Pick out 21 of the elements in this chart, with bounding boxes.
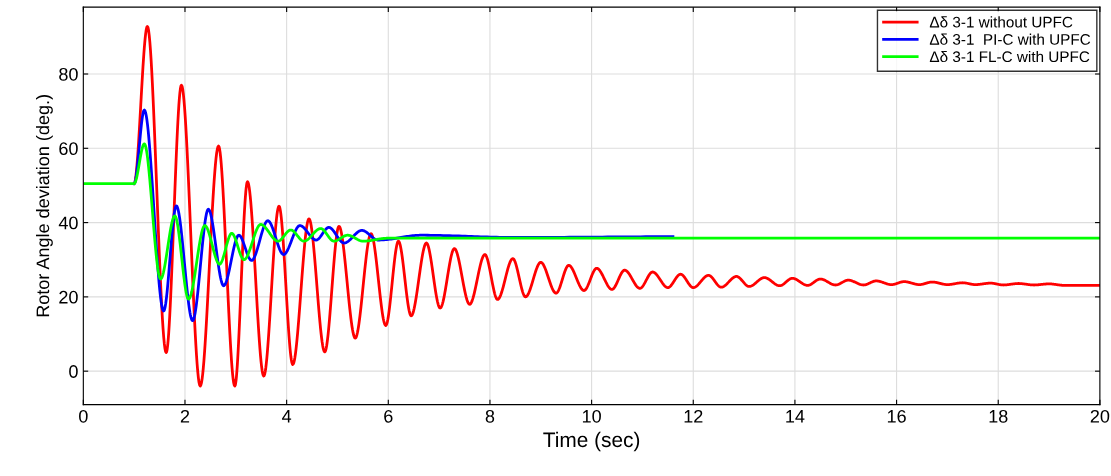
x-axis-title: Time (sec) <box>543 431 640 452</box>
x-tick-label: 6 <box>384 409 393 423</box>
y-tick-label: 80 <box>59 67 78 81</box>
y-axis-title: Rotor Angle deviation (deg.) <box>36 95 53 317</box>
legend-label: Δδ 3-1 PI-C with UPFC <box>929 33 1091 45</box>
y-tick-label: 20 <box>59 290 78 304</box>
x-tick-label: 16 <box>887 409 906 423</box>
x-tick-label: 12 <box>684 409 703 423</box>
x-tick-label: 2 <box>180 409 190 423</box>
y-tick-label: 40 <box>58 216 78 230</box>
y-tick-label: 0 <box>69 365 78 378</box>
x-tick-label: 0 <box>79 409 88 423</box>
x-tick-label: 20 <box>1090 409 1110 423</box>
x-tick-label: 14 <box>786 410 805 423</box>
legend-label: Δδ 3-1 without UPFC <box>929 16 1073 28</box>
x-tick-label: 10 <box>582 409 601 423</box>
y-tick-label: 60 <box>59 142 78 156</box>
legend-label: Δδ 3-1 FL-C with UPFC <box>929 50 1090 63</box>
x-tick-label: 4 <box>282 410 292 423</box>
x-tick-label: 8 <box>485 409 495 423</box>
x-tick-label: 18 <box>989 409 1008 423</box>
